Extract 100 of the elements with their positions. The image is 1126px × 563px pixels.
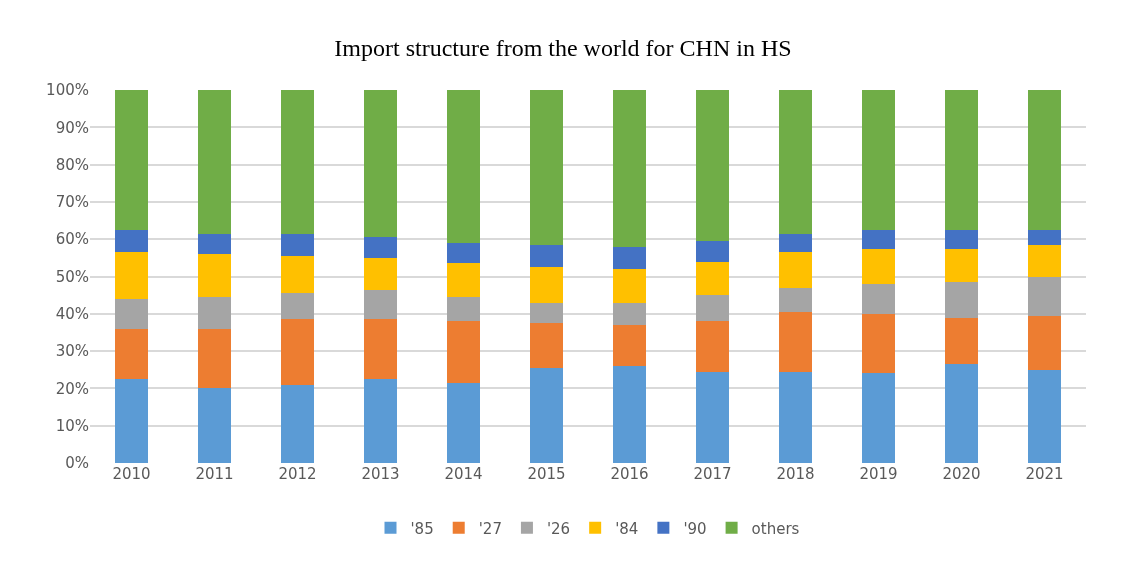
bar	[944, 364, 979, 463]
bar	[529, 302, 564, 324]
bar	[1027, 90, 1062, 230]
bar	[612, 246, 647, 270]
bar	[1027, 315, 1062, 370]
legend-label: '84	[615, 519, 639, 538]
bar	[280, 90, 315, 234]
bar	[529, 367, 564, 463]
bar	[446, 263, 481, 298]
bar	[778, 371, 813, 463]
bar	[363, 90, 398, 238]
bar	[1027, 369, 1062, 463]
bar	[778, 233, 813, 253]
bar	[695, 371, 730, 463]
x-tick-label: 2020	[942, 465, 981, 483]
bar	[197, 233, 232, 255]
x-tick-label: 2021	[1025, 465, 1064, 483]
bar	[446, 321, 481, 383]
bar	[114, 252, 149, 299]
legend-label: '90	[683, 519, 707, 538]
bar	[363, 257, 398, 290]
bar	[861, 90, 896, 230]
bar	[280, 255, 315, 294]
y-tick-label: 10%	[55, 416, 89, 435]
bar	[861, 283, 896, 314]
bar	[529, 267, 564, 303]
bar	[114, 229, 149, 253]
x-tick-label: 2012	[278, 465, 317, 483]
bar	[446, 297, 481, 322]
bar	[944, 248, 979, 283]
legend-label: '27	[478, 519, 502, 538]
y-tick-label: 60%	[55, 230, 89, 249]
bar	[944, 229, 979, 249]
legend-label: others	[751, 519, 800, 538]
y-tick-label: 30%	[55, 342, 89, 361]
bar	[944, 282, 979, 318]
y-tick-label: 0%	[65, 454, 89, 473]
bar	[529, 244, 564, 268]
bar	[280, 319, 315, 385]
x-tick-label: 2017	[693, 465, 732, 483]
bar	[114, 379, 149, 463]
legend-label: '26	[546, 519, 571, 538]
bar	[944, 90, 979, 230]
bar	[695, 295, 730, 322]
bar	[861, 229, 896, 249]
bar	[197, 90, 232, 234]
bar	[197, 388, 232, 463]
bar	[695, 261, 730, 296]
y-tick-label: 100%	[46, 81, 89, 100]
bar	[529, 90, 564, 245]
bar	[778, 287, 813, 312]
bar	[612, 366, 647, 463]
bar	[1027, 244, 1062, 277]
bar	[695, 241, 730, 262]
y-tick-label: 90%	[55, 118, 89, 137]
y-tick-label: 50%	[55, 267, 89, 286]
bar	[778, 252, 813, 288]
bar	[778, 311, 813, 372]
bar	[612, 302, 647, 325]
x-tick-label: 2010	[112, 465, 151, 483]
y-tick-label: 80%	[55, 155, 89, 174]
x-tick-label: 2019	[859, 465, 898, 483]
bar	[280, 233, 315, 256]
bar	[861, 313, 896, 374]
bar	[114, 328, 149, 380]
bar	[363, 379, 398, 463]
x-tick-label: 2013	[361, 465, 400, 483]
bar	[1027, 229, 1062, 245]
x-tick-label: 2011	[195, 465, 234, 483]
bar	[114, 298, 149, 329]
bar	[861, 373, 896, 463]
bar	[197, 254, 232, 298]
x-tick-label: 2014	[444, 465, 483, 483]
legend-label: '85	[410, 519, 434, 538]
bar	[612, 269, 647, 303]
x-tick-label: 2015	[527, 465, 566, 483]
x-tick-label: 2018	[776, 465, 815, 483]
bar	[197, 297, 232, 329]
x-tick-label: 2016	[610, 465, 649, 483]
bar	[363, 319, 398, 380]
bar	[861, 248, 896, 284]
bar	[114, 90, 149, 230]
bar	[446, 382, 481, 463]
bar	[280, 293, 315, 320]
bar	[363, 237, 398, 258]
y-tick-label: 20%	[55, 379, 89, 398]
bar	[695, 90, 730, 242]
bar	[446, 242, 481, 264]
bar	[197, 328, 232, 389]
bar	[612, 90, 647, 247]
bar	[363, 289, 398, 320]
bar	[778, 90, 813, 234]
chart-title: Import structure from the world for CHN in HS	[334, 35, 792, 62]
bar	[944, 317, 979, 365]
bar	[1027, 276, 1062, 316]
bar	[446, 90, 481, 243]
bar	[612, 324, 647, 367]
bar	[280, 384, 315, 463]
bar	[695, 321, 730, 372]
y-tick-label: 70%	[55, 193, 89, 212]
